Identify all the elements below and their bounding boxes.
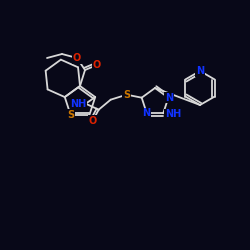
Text: S: S <box>67 110 74 120</box>
Text: O: O <box>88 116 97 126</box>
Text: N: N <box>165 93 173 103</box>
Text: NH: NH <box>165 109 182 119</box>
Text: N: N <box>196 66 204 76</box>
Text: NH: NH <box>70 99 87 109</box>
Text: S: S <box>123 90 130 100</box>
Text: O: O <box>93 60 101 70</box>
Text: N: N <box>142 108 150 118</box>
Text: O: O <box>73 53 81 63</box>
